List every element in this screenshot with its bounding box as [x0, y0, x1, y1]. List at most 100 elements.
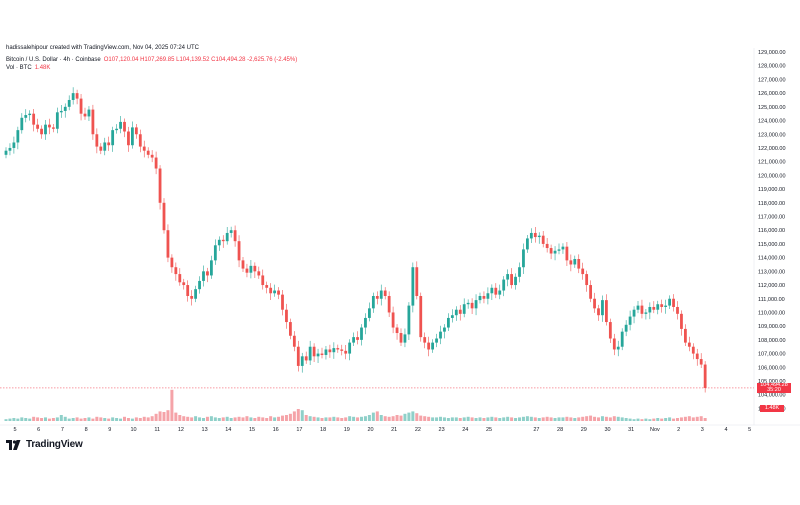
volume-bar	[683, 416, 687, 421]
time-tick-label: 23	[439, 427, 445, 433]
tradingview-logo[interactable]: TradingView	[6, 439, 83, 450]
candle-body	[265, 285, 269, 288]
candle-body	[67, 99, 71, 107]
price-tick-label: 125,000.00	[758, 105, 786, 111]
candle-body	[557, 249, 561, 251]
candle-body	[640, 305, 644, 314]
candle-body	[506, 274, 510, 280]
price-tick-label: 104,000.00	[758, 393, 786, 399]
time-tick-label: 13	[202, 427, 208, 433]
candle-body	[202, 271, 205, 281]
candle-body	[4, 150, 8, 155]
price-tick-label: 123,000.00	[758, 132, 786, 138]
volume-bar	[51, 418, 55, 421]
volume-bar	[470, 417, 474, 421]
candle-body	[229, 230, 233, 233]
volume-bar	[253, 418, 257, 421]
volume-bar	[466, 416, 470, 421]
volume-bar	[4, 419, 8, 421]
candle-body	[182, 282, 186, 286]
volume-bar	[32, 416, 36, 421]
volume-bar	[71, 418, 75, 421]
volume-bar	[8, 418, 12, 421]
volume-bar	[237, 416, 241, 421]
time-tick-label: 17	[296, 427, 302, 433]
candle-body	[415, 267, 419, 297]
candle-body	[676, 306, 679, 314]
candle-body	[253, 265, 257, 272]
volume-label[interactable]: Vol · BTC	[6, 65, 32, 71]
candle-body	[395, 327, 399, 334]
candle-body	[123, 121, 126, 132]
price-tick-label: 116,000.00	[758, 228, 785, 234]
candle-body	[40, 128, 43, 135]
candle-body	[699, 359, 703, 365]
volume-bar	[687, 416, 691, 421]
volume-bar	[533, 417, 537, 421]
candle-body	[213, 245, 217, 261]
volume-bar	[514, 418, 518, 421]
volume-bar	[648, 419, 652, 421]
candle-body	[115, 128, 118, 131]
candle-body	[296, 346, 300, 366]
tradingview-logo-icon	[6, 439, 21, 450]
volume-bar	[644, 418, 648, 421]
volume-bar	[24, 418, 28, 421]
candle-body	[628, 316, 632, 325]
candle-body	[8, 147, 12, 151]
time-tick-label: 8	[85, 427, 88, 433]
time-tick-label: 30	[604, 427, 610, 433]
volume-bar	[209, 416, 213, 421]
candle-body	[549, 248, 553, 254]
volume-bar	[348, 416, 352, 421]
volume-bar	[36, 417, 40, 421]
candle-body	[648, 306, 652, 313]
chart-credit: hadissalehipour created with TradingView…	[6, 45, 199, 51]
price-tick-label: 117,000.00	[758, 215, 785, 221]
candle-body	[545, 243, 549, 249]
volume-bar	[676, 418, 679, 421]
candle-body	[375, 296, 379, 299]
candle-body	[221, 239, 225, 242]
volume-bar	[363, 416, 367, 421]
volume-bar	[656, 418, 660, 421]
volume-bar	[431, 417, 435, 421]
candle-body	[435, 338, 438, 343]
time-tick-label: 28	[557, 427, 563, 433]
price-tick-label: 105,000.00	[758, 379, 786, 385]
candle-body	[103, 142, 107, 151]
time-tick-label: 6	[37, 427, 40, 433]
price-tick-label: 115,000.00	[758, 242, 785, 248]
candle-body	[142, 146, 146, 151]
volume-bar	[399, 415, 403, 421]
volume-bar	[111, 417, 115, 421]
volume-bar	[138, 418, 142, 421]
price-tick-label: 107,000.00	[758, 352, 786, 358]
volume-bar	[142, 416, 146, 421]
candle-body	[269, 287, 273, 294]
time-tick-label: 21	[391, 427, 397, 433]
price-tick-label: 120,000.00	[758, 173, 786, 179]
time-tick-label: 2	[677, 427, 680, 433]
volume-bar	[407, 412, 411, 421]
price-tick-label: 114,000.00	[758, 256, 785, 262]
volume-bar	[300, 410, 304, 421]
candle-body	[660, 304, 664, 307]
candle-body	[585, 274, 589, 286]
price-tick-label: 129,000.00	[758, 50, 786, 56]
time-tick-label: 20	[367, 427, 373, 433]
candle-body	[656, 304, 660, 310]
candle-body	[687, 342, 691, 347]
volume-bar	[557, 417, 561, 421]
candle-body	[198, 280, 201, 290]
candle-body	[158, 168, 162, 203]
volume-bar	[640, 419, 644, 421]
candle-body	[356, 337, 359, 340]
last-price-value: 104,494.28	[760, 381, 788, 388]
candle-body	[261, 275, 265, 286]
symbol-name[interactable]: Bitcoin / U.S. Dollar · 4h · Coinbase	[6, 57, 101, 63]
candle-body	[360, 327, 363, 340]
volume-bar	[205, 416, 209, 421]
